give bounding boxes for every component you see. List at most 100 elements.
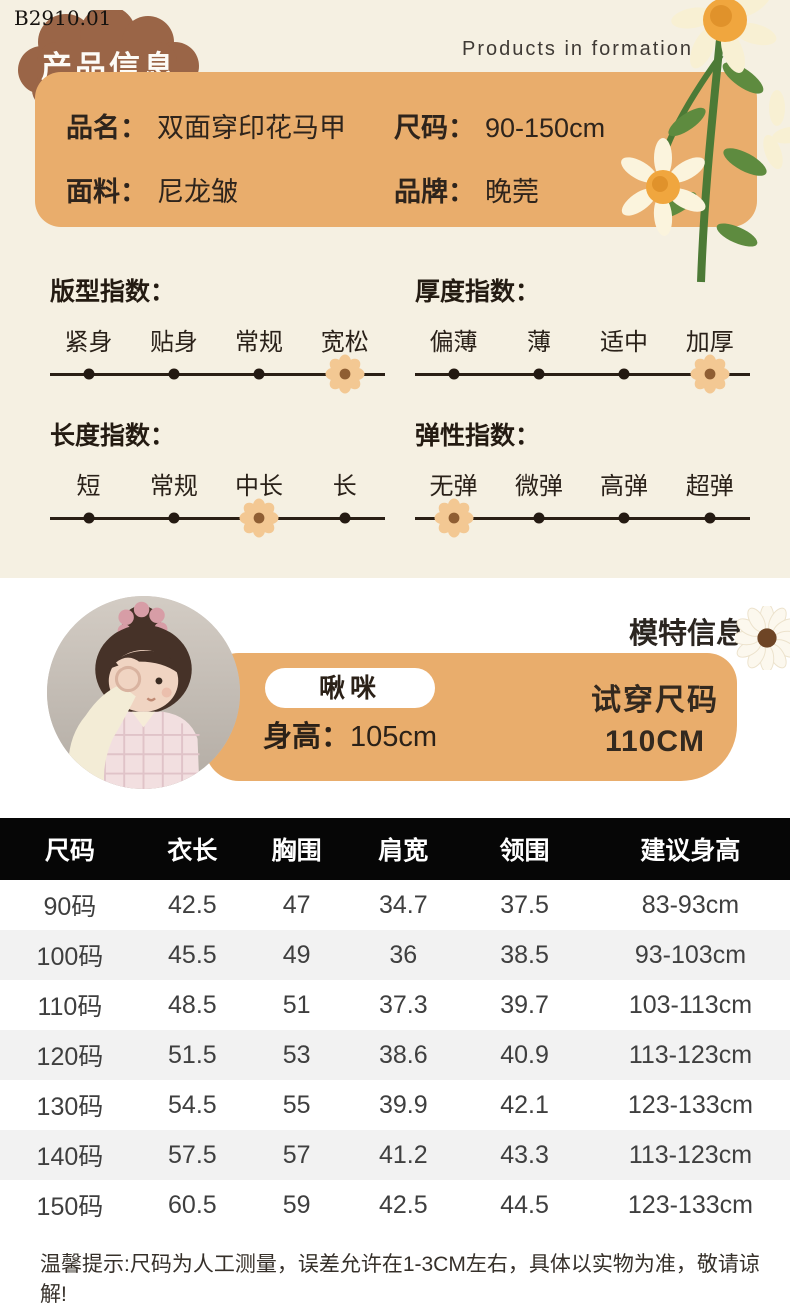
table-cell: 42.1 [500,1090,549,1119]
size-note: 温馨提示:尺码为人工测量，误差允许在1-3CM左右，具体以实物为准，敬请谅解! [40,1253,760,1306]
model-height: 身高：105cm [235,713,465,755]
index-block: 厚度指数： 偏薄 薄 适中 加厚 [415,277,750,394]
index-dot [533,368,545,380]
index-option: 无弹 [429,473,478,500]
index-option: 加厚 [685,329,734,356]
model-name-pill: 啾咪 [265,668,435,708]
table-cell: 59 [282,1190,311,1219]
index-option: 高弹 [600,473,649,500]
table-row: 120码 51.5 53 38.6 40.9 113-123cm [0,1030,790,1080]
index-slider [415,498,750,538]
size-table-body: 90码 42.5 47 34.7 37.5 83-93cm 100码 45.5 49 36 38.5… [0,880,790,1230]
table-cell: 130码 [36,1093,104,1121]
table-row: 150码 60.5 59 42.5 44.5 123-133cm [0,1180,790,1230]
flower-marker-icon [239,498,279,538]
table-cell: 34.7 [378,890,428,919]
field-label: 尺码： [394,113,475,143]
table-cell: 42.5 [378,1190,428,1219]
table-header-cell: 衣长 [167,837,218,865]
table-header-cell: 建议身高 [640,837,741,865]
page-subtitle: Products in formation [462,38,693,60]
index-dot [253,368,265,380]
index-option: 贴身 [149,329,198,356]
table-cell: 100码 [36,943,104,971]
table-cell: 57 [282,1140,311,1169]
model-photo [47,596,240,789]
index-dot [168,368,180,380]
model-section: 模特信息 啾咪 身高：105cm 试穿尺码 [0,578,790,818]
table-cell: 54.5 [168,1090,217,1119]
index-title: 长度指数： [50,422,176,450]
table-cell: 42.5 [168,890,217,919]
table-cell: 57.5 [168,1140,217,1169]
table-cell: 39.7 [500,990,549,1019]
index-slider [50,354,385,394]
product-size-field: 尺码： 90-150cm [394,106,605,145]
index-block: 弹性指数： 无弹 微弹 高弹 超弹 [415,421,750,538]
flower-marker-icon [325,354,365,394]
index-option: 短 [76,473,101,500]
white-daisy-icon [735,606,790,670]
field-value: 晚莞 [485,177,539,207]
table-cell: 113-123cm [628,1140,753,1169]
index-block: 版型指数： 紧身 贴身 常规 宽松 [50,277,385,394]
product-name-field: 品名： 双面穿印花马甲 [66,106,346,145]
table-cell: 37.3 [378,990,428,1019]
table-cell: 55 [282,1090,311,1119]
index-option: 紧身 [64,329,113,356]
top-section: 产品信息 B2910.01 Products in formation 品名： … [0,0,790,578]
table-cell: 38.5 [500,940,549,969]
index-option: 长 [332,473,357,500]
index-title: 厚度指数： [415,278,541,306]
height-value: 105cm [349,721,438,753]
flower-marker-icon [690,354,730,394]
model-info-box: 啾咪 身高：105cm 试穿尺码 110CM [205,653,737,781]
table-cell: 51.5 [168,1040,217,1069]
index-title: 版型指数： [50,278,176,306]
index-options: 无弹 微弹 高弹 超弹 [415,466,750,500]
table-cell: 123-133cm [627,1190,753,1219]
index-dot [339,512,351,524]
table-cell: 48.5 [168,990,217,1019]
index-dot [448,368,460,380]
table-cell: 120码 [36,1043,104,1071]
size-table: 尺码 衣长 胸围 肩宽 领围 建议身高 90码 42.5 47 34.7 37.5 83-93cm 1… [0,818,790,1230]
field-label: 面料： [66,177,147,207]
daisy-right-small [763,90,790,170]
table-header-cell: 肩宽 [378,837,429,865]
model-section-title: 模特信息 [628,618,745,650]
table-cell: 45.5 [168,940,217,969]
table-header-cell: 领围 [499,837,550,865]
index-dot [83,368,95,380]
index-slider [415,354,750,394]
table-cell: 37.5 [500,890,549,919]
index-option: 中长 [235,473,284,500]
height-label: 身高： [262,721,350,753]
index-option: 超弹 [685,473,734,500]
index-block: 长度指数： 短 常规 中长 长 [50,421,385,538]
index-dot [704,512,716,524]
table-header-cell: 胸围 [271,837,322,865]
size-table-header: 尺码 衣长 胸围 肩宽 领围 建议身高 [0,818,790,880]
field-value: 双面穿印花马甲 [157,113,346,143]
index-option: 微弹 [514,473,563,500]
product-info-box: 品名： 双面穿印花马甲 尺码： 90-150cm 面料： 尼龙皱 品牌： 晚莞 [35,72,757,227]
field-value: 尼龙皱 [157,177,238,207]
index-option: 偏薄 [429,329,478,356]
table-cell: 150码 [36,1193,104,1221]
table-cell: 38.6 [378,1040,428,1069]
table-cell: 90码 [43,893,97,921]
table-cell: 41.2 [378,1140,428,1169]
index-dot [618,368,630,380]
table-cell: 83-93cm [641,890,740,919]
table-cell: 44.5 [500,1190,549,1219]
index-options: 偏薄 薄 适中 加厚 [415,322,750,356]
table-header-cell: 尺码 [44,837,95,865]
index-option: 薄 [526,329,551,356]
field-value: 90-150cm [485,113,606,143]
table-cell: 39.9 [378,1090,428,1119]
index-option: 适中 [600,329,649,356]
field-label: 品牌： [394,177,475,207]
index-dot [533,512,545,524]
